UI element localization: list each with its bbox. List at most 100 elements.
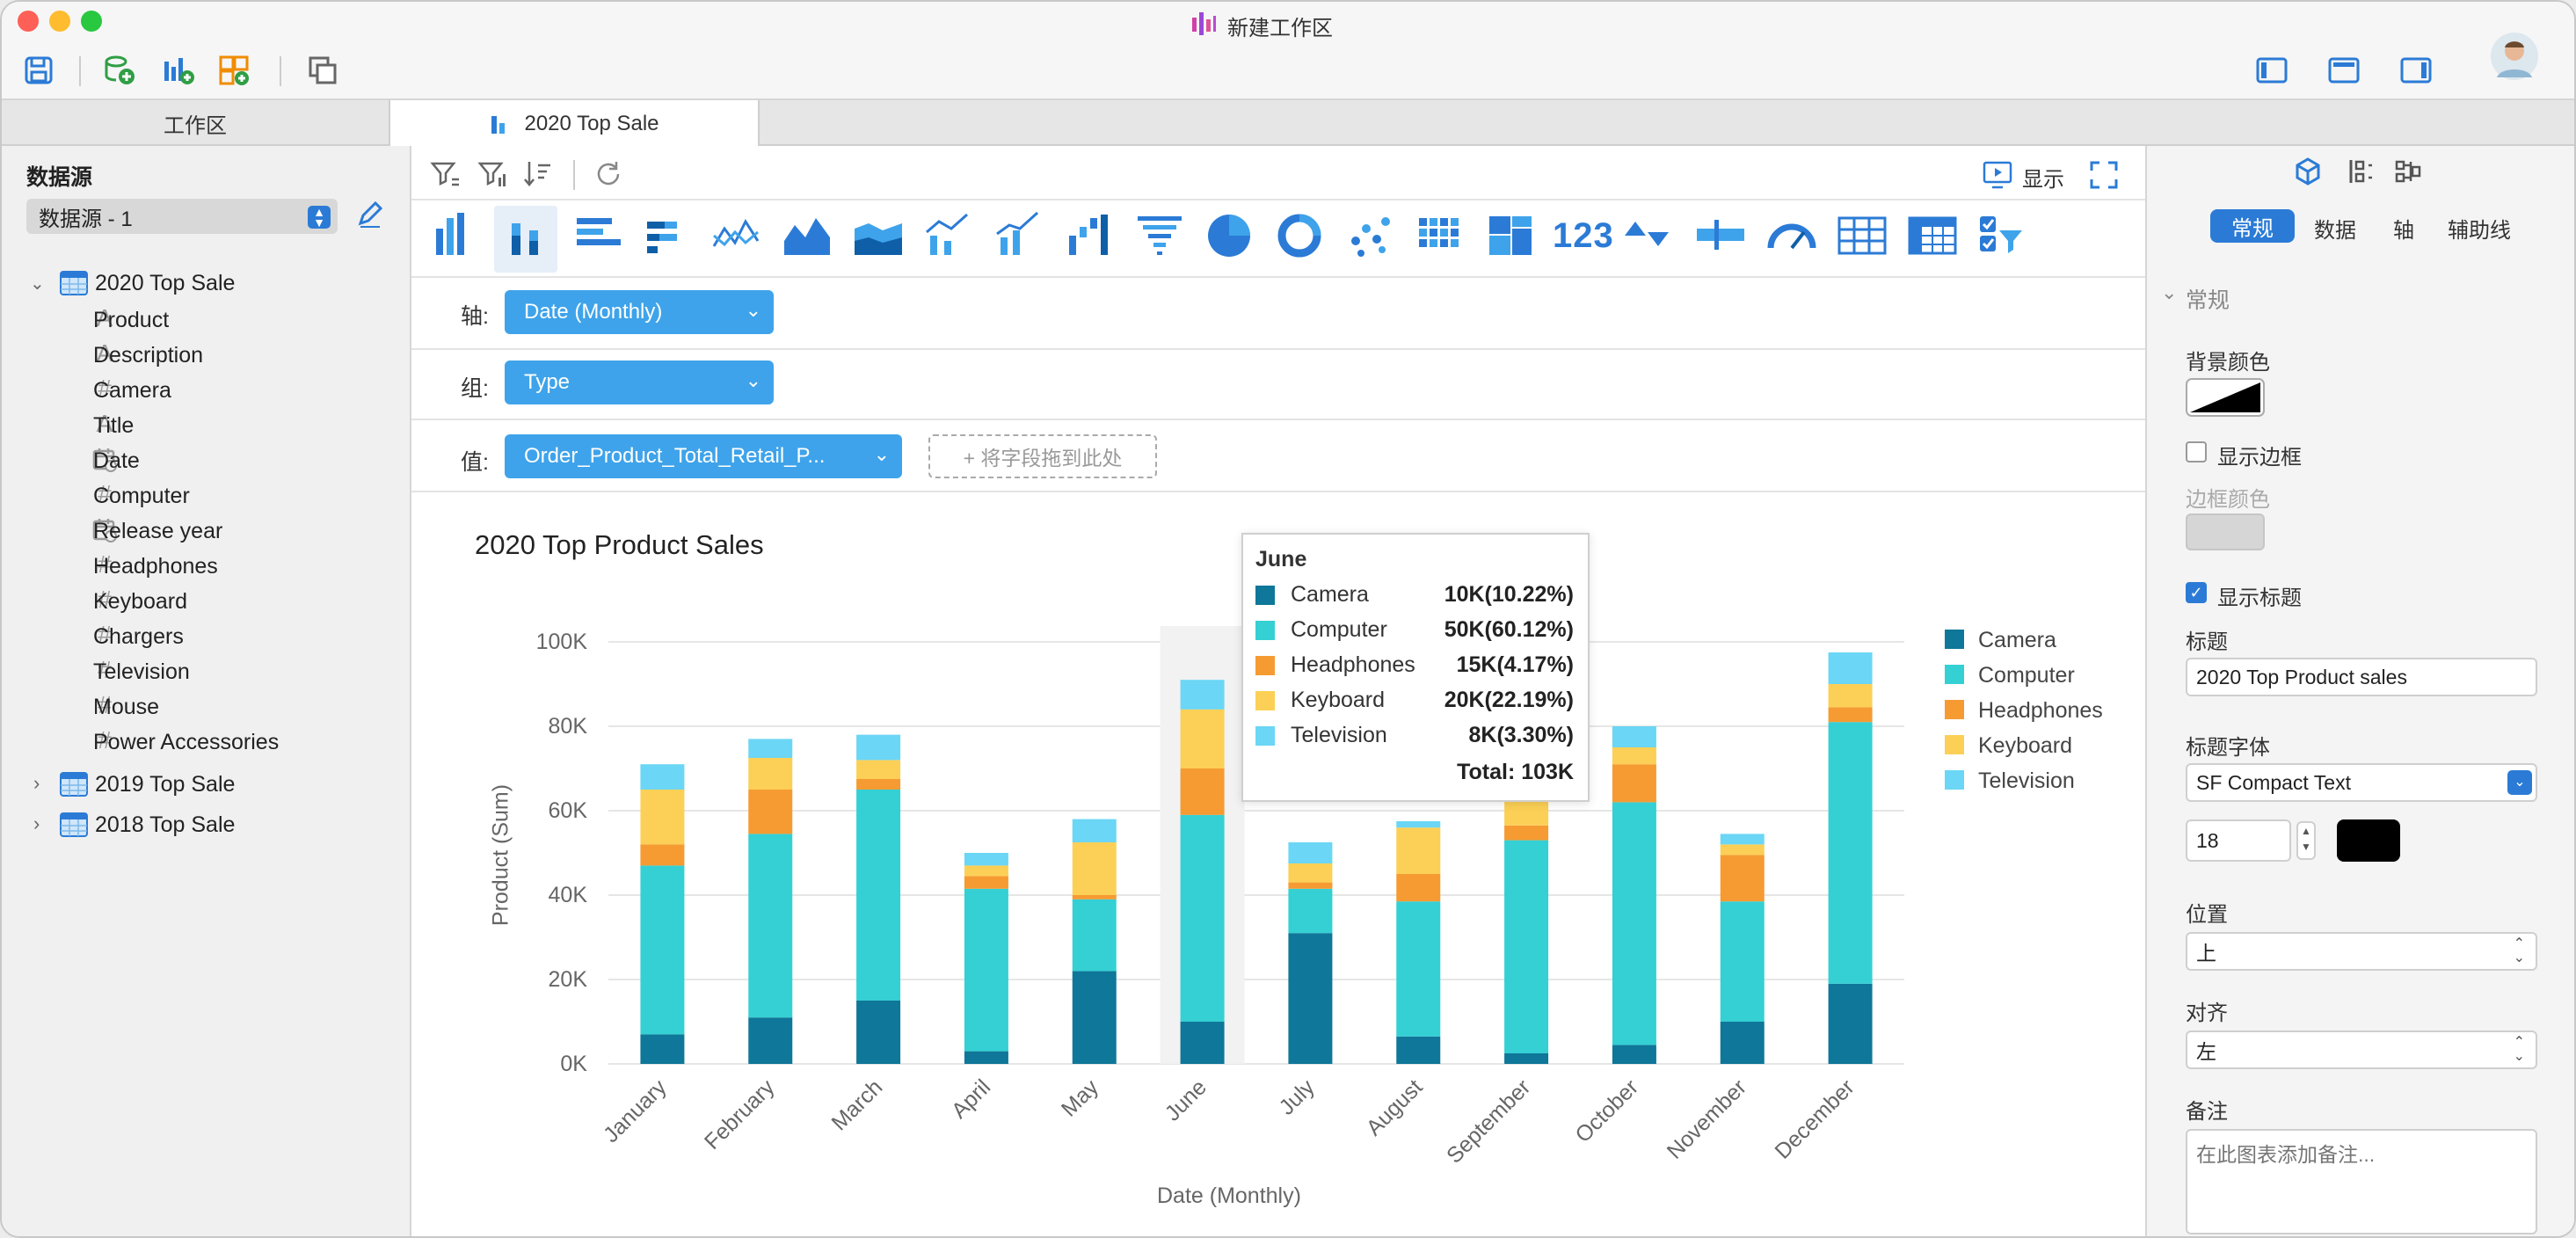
duplicate-icon[interactable] (306, 53, 341, 88)
refresh-icon[interactable] (593, 158, 624, 190)
add-widget-icon[interactable] (216, 53, 251, 88)
add-datasource-icon[interactable] (102, 53, 137, 88)
align-select[interactable]: 左 ⌃ ⌄ (2186, 1030, 2537, 1069)
bar-segment-camera[interactable] (1396, 1036, 1441, 1064)
save-icon[interactable] (21, 53, 56, 88)
bar-segment-camera[interactable] (1720, 1022, 1765, 1064)
chart-type-line-icon[interactable] (710, 206, 767, 262)
bar-segment-headphones[interactable] (1180, 768, 1225, 815)
bg-color-swatch[interactable] (2186, 378, 2265, 417)
bar-segment-camera[interactable] (748, 1017, 793, 1064)
bar-segment-computer[interactable] (1720, 901, 1765, 1022)
close-window-button[interactable] (18, 11, 39, 32)
field-power-accessories[interactable]: Power Accessories (93, 730, 280, 754)
chart-type-gauge-icon[interactable] (1764, 206, 1820, 262)
bar-segment-keyboard[interactable] (640, 790, 685, 845)
bar-segment-television[interactable] (1828, 652, 1873, 684)
chart-type-stacked-area-icon[interactable] (851, 206, 907, 262)
legend-label[interactable]: Headphones (1978, 698, 2103, 723)
value-field-pill[interactable]: Order_Product_Total_Retail_P... ⌄ (505, 434, 902, 478)
chevron-right-icon[interactable]: › (33, 812, 40, 834)
bar-segment-headphones[interactable] (1612, 764, 1656, 803)
field-camera[interactable]: Camera (93, 378, 171, 403)
chevron-right-icon[interactable]: › (33, 772, 40, 794)
chart-type-arrow-indicator-icon[interactable] (1619, 206, 1676, 262)
bar-segment-television[interactable] (748, 739, 793, 758)
bar-segment-computer[interactable] (1504, 840, 1549, 1053)
bar-segment-computer[interactable] (856, 790, 901, 1001)
panel-tab-general[interactable]: 常规 (2210, 209, 2295, 243)
chart-type-treemap-icon[interactable] (1484, 206, 1540, 262)
chart-type-scatter-icon[interactable] (1343, 206, 1400, 262)
bar-segment-computer[interactable] (1828, 722, 1873, 984)
bar-segment-television[interactable] (1072, 819, 1117, 842)
bar-segment-keyboard[interactable] (1828, 684, 1873, 708)
bar-segment-headphones[interactable] (964, 876, 1008, 889)
tree-item-2020-top-sale[interactable]: 2020 Top Sale (95, 271, 236, 295)
bar-segment-computer[interactable] (1180, 814, 1225, 1022)
cube-icon[interactable] (2293, 157, 2323, 186)
bar-segment-computer[interactable] (1612, 802, 1656, 1045)
chart-type-filter-control-icon[interactable] (1975, 206, 2031, 262)
sort-icon[interactable] (522, 158, 554, 190)
bar-segment-camera[interactable] (1288, 933, 1333, 1064)
chart-type-dual-axis-icon[interactable] (992, 206, 1048, 262)
show-border-checkbox[interactable] (2186, 441, 2207, 462)
chart-type-stacked-column-icon[interactable] (499, 206, 556, 262)
field-computer[interactable]: Computer (93, 484, 190, 508)
toggle-right-panel-icon[interactable] (2398, 53, 2434, 88)
border-color-swatch[interactable] (2186, 513, 2265, 550)
chart-type-funnel-icon[interactable] (1132, 206, 1189, 262)
bar-segment-keyboard[interactable] (748, 758, 793, 790)
field-description[interactable]: Description (93, 343, 204, 368)
bar-segment-television[interactable] (1288, 842, 1333, 863)
panel-tab-data[interactable]: 数据 (2314, 219, 2356, 243)
bar-segment-headphones[interactable] (1828, 707, 1873, 723)
user-avatar[interactable] (2490, 32, 2539, 81)
bar-segment-camera[interactable] (1180, 1022, 1225, 1064)
field-mouse[interactable]: Mouse (93, 695, 160, 719)
toggle-left-panel-icon[interactable] (2254, 53, 2289, 88)
bar-segment-camera[interactable] (1828, 983, 1873, 1064)
bar-segment-computer[interactable] (964, 888, 1008, 1052)
bar-segment-headphones[interactable] (1504, 825, 1549, 841)
display-icon[interactable] (1982, 160, 2013, 190)
add-chart-icon[interactable] (160, 53, 195, 88)
title-font-select[interactable]: SF Compact Text ⌄ (2186, 763, 2537, 802)
bar-segment-computer[interactable] (1288, 888, 1333, 934)
tab-workspace[interactable]: 工作区 (2, 100, 389, 146)
bar-segment-camera[interactable] (964, 1051, 1008, 1064)
chart-type-combo-icon[interactable] (921, 206, 978, 262)
chart-type-kpi-icon[interactable]: 123 (1553, 216, 1614, 255)
bar-segment-camera[interactable] (856, 1001, 901, 1064)
zoom-window-button[interactable] (81, 11, 102, 32)
bar-segment-headphones[interactable] (856, 779, 901, 790)
bar-segment-television[interactable] (1180, 680, 1225, 710)
edit-datasource-icon[interactable] (355, 200, 385, 230)
bar-segment-television[interactable] (964, 853, 1008, 866)
show-title-checkbox[interactable]: ✓ (2186, 582, 2207, 603)
chart-type-column-icon[interactable] (429, 206, 485, 262)
bar-segment-television[interactable] (1720, 834, 1765, 845)
toggle-top-panel-icon[interactable] (2326, 53, 2361, 88)
bar-segment-computer[interactable] (640, 865, 685, 1035)
chevron-down-icon[interactable]: ⌄ (2161, 281, 2178, 303)
legend-label[interactable]: Computer (1978, 663, 2075, 688)
field-television[interactable]: Television (93, 659, 190, 684)
bar-segment-television[interactable] (1396, 821, 1441, 828)
bar-segment-headphones[interactable] (1288, 882, 1333, 889)
columns-settings-icon[interactable] (2346, 157, 2376, 186)
bar-segment-keyboard[interactable] (1180, 709, 1225, 768)
datasource-select[interactable]: 数据源 - 1 ▲ ▼ (26, 199, 338, 234)
bar-segment-camera[interactable] (1504, 1053, 1549, 1064)
section-general-title[interactable]: 常规 (2186, 288, 2230, 313)
bar-segment-camera[interactable] (640, 1034, 685, 1064)
axis-field-pill[interactable]: Date (Monthly) ⌄ (505, 290, 774, 334)
bar-segment-keyboard[interactable] (1288, 863, 1333, 883)
chart-type-table-icon[interactable] (1834, 206, 1890, 262)
chart-type-heatmap-icon[interactable] (1414, 206, 1470, 262)
chart-type-area-icon[interactable] (781, 206, 837, 262)
bar-segment-television[interactable] (640, 764, 685, 790)
bar-segment-keyboard[interactable] (964, 865, 1008, 877)
bar-segment-headphones[interactable] (1072, 895, 1117, 899)
